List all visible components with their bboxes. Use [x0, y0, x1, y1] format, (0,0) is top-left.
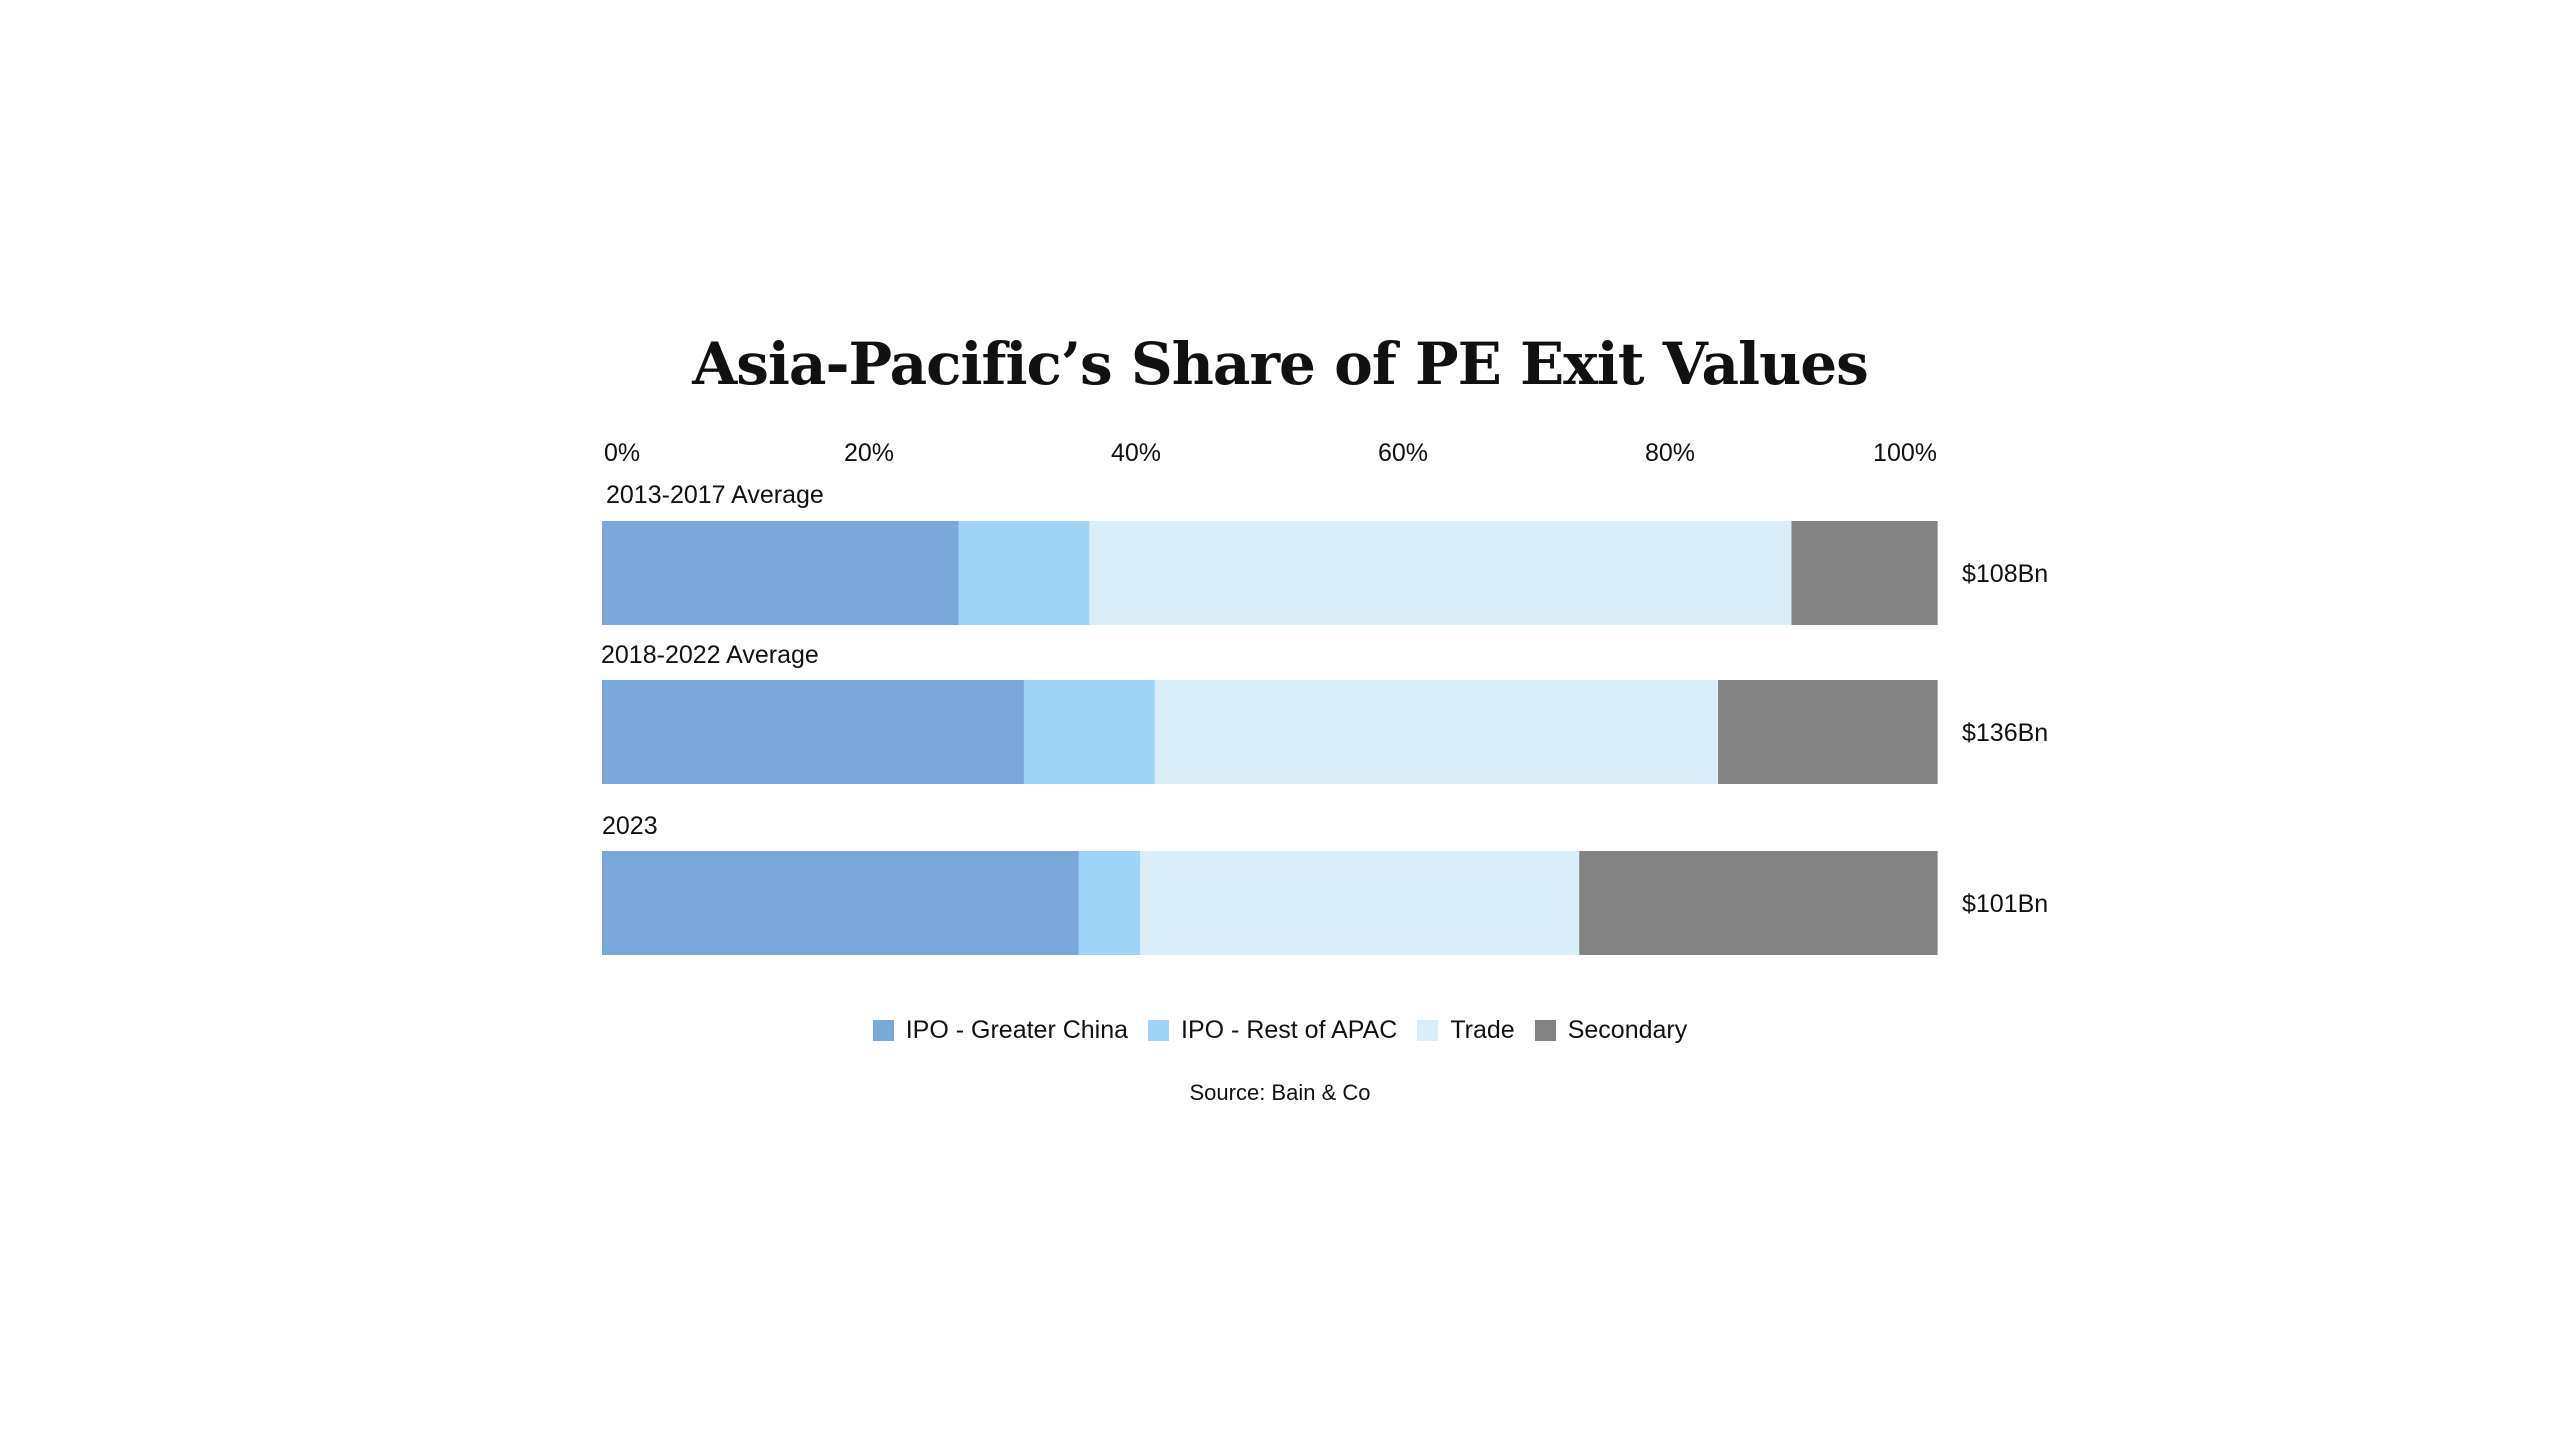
bar-segment	[1154, 680, 1719, 784]
total-value-label: $101Bn	[1962, 890, 2048, 918]
legend-item: Trade	[1417, 1016, 1515, 1045]
legend-swatch	[872, 1020, 894, 1041]
bar-segment	[1023, 680, 1156, 784]
legend-swatch	[1417, 1020, 1439, 1041]
x-tick-label: 0%	[604, 439, 640, 467]
category-label: 2018-2022 Average	[601, 641, 819, 669]
legend-label: Trade	[1450, 1016, 1515, 1044]
legend-label: Secondary	[1567, 1016, 1688, 1044]
x-tick-label: 20%	[844, 439, 894, 467]
legend-item: IPO - Greater China	[872, 1016, 1129, 1045]
bar-segment	[1078, 851, 1141, 955]
legend: IPO - Greater China IPO - Rest of APAC Tra…	[0, 1016, 2560, 1045]
source-note: Source: Bain & Co	[1189, 1080, 1371, 1105]
x-tick-label: 80%	[1645, 439, 1695, 467]
category-label: 2013-2017 Average	[606, 481, 824, 509]
bar-segment	[602, 680, 1025, 784]
bar-segment	[1089, 521, 1793, 625]
x-tick-label: 60%	[1378, 439, 1428, 467]
x-tick-label: 100%	[1873, 439, 1937, 467]
legend-item: Secondary	[1534, 1016, 1688, 1045]
legend-label: IPO - Greater China	[905, 1016, 1129, 1044]
legend-swatch	[1534, 1020, 1556, 1041]
bar-segment	[1579, 851, 1938, 955]
bar-segment	[1140, 851, 1580, 955]
legend-swatch	[1148, 1020, 1170, 1041]
category-label: 2023	[602, 812, 658, 840]
bar-segment	[602, 851, 1080, 955]
x-tick-label: 40%	[1111, 439, 1161, 467]
legend-label: IPO - Rest of APAC	[1181, 1016, 1398, 1044]
bar-segment	[958, 521, 1090, 625]
bar-segment	[1718, 680, 1938, 784]
chart-title: Asia-Pacific’s Share of PE Exit Values	[692, 330, 1869, 398]
bar-segment	[1791, 521, 1938, 625]
total-value-label: $108Bn	[1962, 560, 2048, 588]
total-value-label: $136Bn	[1962, 719, 2048, 747]
legend-item: IPO - Rest of APAC	[1148, 1016, 1397, 1045]
bar-segment	[602, 521, 960, 625]
